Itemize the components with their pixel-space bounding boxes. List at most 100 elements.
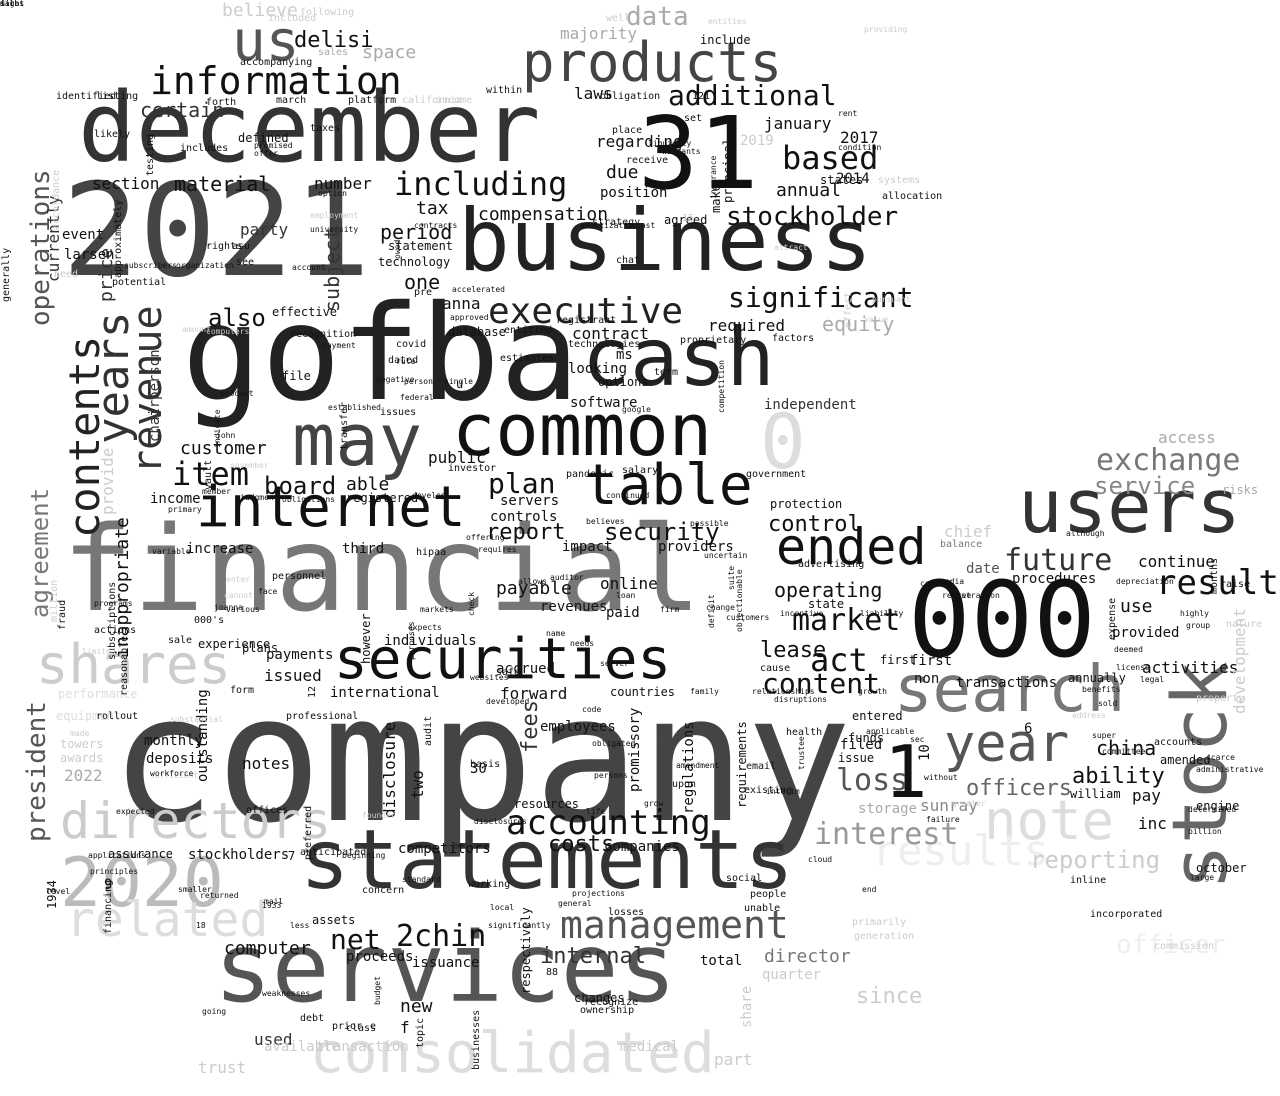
cloud-word: depreciation	[1116, 577, 1174, 586]
cloud-word: existing	[744, 785, 793, 796]
cloud-word: risks	[1222, 483, 1259, 497]
cloud-word: believe	[222, 0, 298, 21]
cloud-word: primary	[168, 505, 202, 514]
cloud-word: registered	[346, 491, 419, 505]
cloud-word: 2017	[840, 128, 879, 147]
cloud-word: option	[318, 189, 347, 198]
cloud-word: computer	[224, 938, 311, 959]
cloud-word: sold	[1098, 699, 1118, 708]
cloud-word: large	[1190, 873, 1215, 882]
cloud-word: event	[62, 227, 105, 243]
cloud-word: interest	[814, 817, 959, 852]
cloud-word: search	[894, 653, 1126, 727]
cloud-word: programs	[94, 599, 133, 608]
cloud-word: government	[746, 469, 807, 480]
cloud-word: requires	[478, 545, 517, 554]
cloud-word: companies	[604, 839, 680, 855]
cloud-word: 88	[546, 967, 559, 978]
cloud-word: two	[408, 769, 427, 799]
cloud-word: users	[1018, 464, 1241, 550]
cloud-word: believes	[586, 517, 625, 526]
cloud-word: first	[880, 653, 917, 667]
cloud-word: prior	[332, 1021, 363, 1032]
cloud-word: effect	[843, 291, 854, 328]
cloud-word: uncertain	[704, 551, 748, 560]
cloud-word: code	[582, 705, 602, 714]
cloud-word: enter	[226, 575, 251, 584]
cloud-word: assets	[312, 913, 356, 927]
cloud-word: annually	[1068, 671, 1126, 685]
cloud-word: obligations	[282, 495, 335, 504]
cloud-word: audit	[423, 715, 434, 746]
cloud-word: dated	[388, 355, 419, 366]
cloud-word: safe	[496, 667, 521, 678]
cloud-word: rights	[206, 241, 243, 252]
cloud-word: health	[786, 727, 823, 738]
cloud-word: offer	[254, 149, 279, 158]
cloud-word: california	[402, 95, 463, 106]
cloud-word: directors	[60, 792, 331, 850]
cloud-word: stockholder	[726, 202, 899, 232]
cloud-word: class	[346, 1023, 377, 1034]
cloud-word: generation	[854, 931, 915, 942]
cloud-word: person	[404, 377, 433, 386]
cloud-word: applicable	[866, 727, 915, 736]
cloud-word: obligated	[592, 739, 636, 748]
cloud-word: sunray	[920, 796, 978, 815]
cloud-word: year	[944, 714, 1070, 774]
cloud-word: quarter	[762, 967, 822, 983]
cloud-word: us	[232, 9, 300, 74]
cloud-word: investor	[448, 463, 497, 474]
cloud-word: losses	[608, 907, 645, 918]
cloud-word: form	[230, 685, 255, 696]
cloud-word: china	[1096, 736, 1157, 760]
cloud-word: servers	[500, 493, 560, 509]
cloud-word: businesses	[471, 1009, 482, 1070]
cloud-word: 2022	[64, 766, 103, 785]
cloud-word: costs	[548, 832, 615, 857]
cloud-word: 2019	[740, 133, 774, 149]
cloud-word: persons	[594, 771, 628, 780]
cloud-word: compensation	[478, 204, 609, 225]
cloud-word: payable	[496, 578, 572, 599]
cloud-word: securities	[334, 627, 672, 692]
cloud-word: approved	[450, 313, 489, 322]
cloud-word: listing	[96, 91, 139, 102]
cloud-word: workforce	[150, 769, 194, 778]
cloud-word: substantial	[170, 715, 223, 724]
cloud-word: online	[600, 574, 658, 593]
cloud-word: impact	[562, 539, 613, 555]
cloud-word: plan	[488, 467, 556, 500]
cloud-word: greater	[952, 799, 986, 808]
cloud-word: 000's	[194, 615, 225, 626]
cloud-word: monthly	[144, 733, 204, 749]
cloud-word: medical	[620, 1039, 680, 1055]
cloud-word: payment	[322, 341, 356, 350]
cloud-word: although	[1066, 529, 1105, 538]
cloud-word: 18	[196, 921, 206, 930]
cloud-word: state	[808, 597, 845, 611]
cloud-word: operating	[774, 578, 883, 602]
cloud-word: included	[268, 13, 317, 24]
cloud-word: websites	[470, 673, 509, 682]
cloud-word: data	[626, 2, 689, 32]
cloud-word: joanna	[214, 603, 243, 612]
cloud-word: 1	[884, 730, 928, 814]
cloud-word: board	[264, 472, 337, 500]
cloud-word: control	[768, 512, 861, 537]
cloud-word: contracts	[414, 221, 458, 230]
cloud-word: reporting	[1030, 846, 1161, 874]
cloud-word: local	[490, 903, 515, 912]
cloud-word: october	[1196, 861, 1247, 875]
cloud-word: net	[330, 923, 381, 956]
cloud-word: registrant	[556, 315, 617, 326]
cloud-word: service	[1094, 472, 1196, 500]
cloud-word: failure	[926, 815, 960, 824]
cloud-word: contract	[572, 324, 650, 343]
cloud-word: strategy	[592, 217, 641, 228]
cloud-word: customer	[180, 438, 267, 459]
cloud-word: report	[486, 520, 566, 545]
cloud-word: part	[714, 1050, 753, 1069]
cloud-word: procedures	[1012, 571, 1097, 587]
cloud-word: transactions	[956, 675, 1058, 691]
